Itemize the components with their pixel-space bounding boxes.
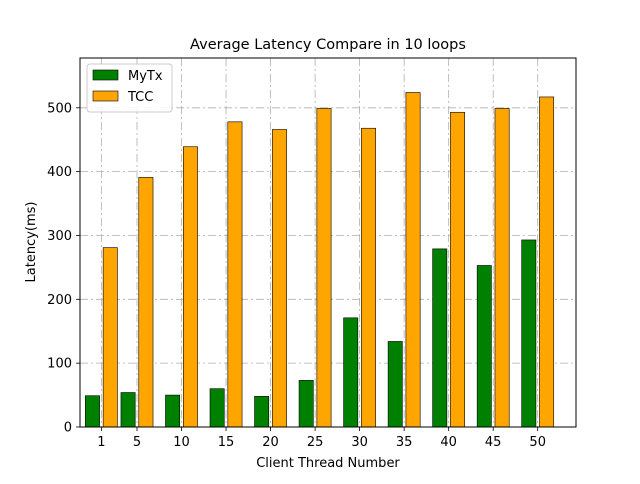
legend-swatch-mytx [92,69,119,81]
x-axis-label: Client Thread Number [256,456,400,471]
x-tick-label: 1 [97,435,105,450]
x-tick-label: 40 [440,435,457,450]
bar-mytx-45 [476,265,492,428]
bar-tcc-1 [102,247,118,428]
bar-mytx-15 [209,388,225,428]
x-tick-label: 10 [173,435,190,450]
bar-mytx-20 [254,396,270,428]
x-tick-label: 5 [133,435,141,450]
y-tick-label: 0 [64,421,72,436]
bar-mytx-1 [85,395,100,428]
bar-tcc-50 [539,96,555,428]
bar-mytx-10 [165,394,181,428]
x-tick-label: 50 [529,435,546,450]
x-tick-label: 30 [351,435,368,450]
y-tick-label: 200 [47,293,72,308]
legend: MyTx TCC [86,63,173,113]
bar-tcc-15 [227,121,243,428]
x-tick-label: 20 [262,435,279,450]
bar-tcc-40 [450,111,465,428]
bar-mytx-5 [120,392,136,428]
bar-tcc-45 [494,108,510,428]
bar-mytx-40 [432,248,448,428]
bar-tcc-30 [361,127,376,428]
legend-label-tcc: TCC [127,90,153,105]
legend-swatch-tcc [92,90,119,102]
chart-title: Average Latency Compare in 10 loops [190,37,466,53]
bar-mytx-35 [387,341,403,428]
bar-mytx-25 [298,380,314,428]
y-tick-label: 100 [47,357,72,372]
bar-tcc-10 [182,146,198,428]
y-tick-label: 300 [47,229,72,244]
x-tick-label: 25 [307,435,324,450]
bars [85,92,555,428]
bar-tcc-5 [138,177,154,428]
x-tick-label: 45 [485,435,502,450]
x-tick-label: 35 [396,435,413,450]
y-axis-label: Latency(ms) [24,202,39,283]
bar-mytx-50 [521,239,537,428]
bar-tcc-25 [316,108,332,428]
x-tick-label: 15 [218,435,235,450]
legend-label-mytx: MyTx [128,69,163,84]
bar-tcc-35 [405,92,421,428]
plot-frame [79,57,577,428]
bar-mytx-30 [343,317,359,428]
bar-tcc-20 [272,129,287,428]
y-tick-label: 500 [47,101,72,116]
y-tick-label: 400 [47,165,72,180]
